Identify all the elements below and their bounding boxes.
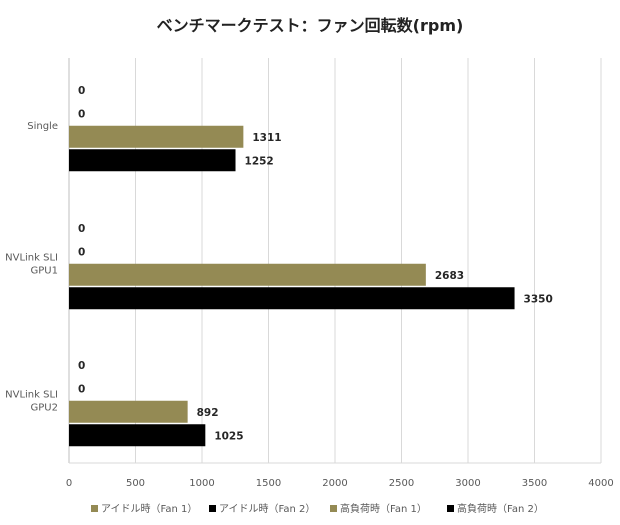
bar [69,400,188,423]
bar [69,149,236,172]
chart-title: ベンチマークテスト：ファン回転数(rpm) [156,16,464,35]
data-label: 1252 [245,155,274,167]
data-label: 2683 [435,270,464,282]
bar [69,424,206,447]
legend-swatch [330,505,337,512]
legend-label: 高負荷時（Fan 2） [457,502,544,515]
data-label: 1025 [214,430,243,442]
data-label: 0 [78,85,85,97]
x-tick-label: 2500 [389,478,414,489]
bar [69,263,426,286]
x-tick-label: 2000 [322,478,347,489]
legend-swatch [447,505,454,512]
legend-label: 高負荷時（Fan 1） [340,502,427,515]
category-label: NVLink SLI [5,390,58,401]
x-tick-label: 0 [66,478,72,489]
data-label: 0 [78,223,85,235]
x-tick-label: 1000 [189,478,214,489]
data-label: 1311 [252,132,281,144]
x-tick-label: 3500 [522,478,547,489]
category-label: Single [27,121,58,132]
bar [69,125,244,148]
data-label: 892 [197,407,219,419]
category-label: GPU2 [31,403,58,414]
legend-label: アイドル時（Fan 1） [101,503,197,515]
data-label: 0 [78,108,85,120]
legend-swatch [209,505,216,512]
category-label: GPU1 [31,266,58,277]
legend-swatch [91,505,98,512]
data-label: 0 [78,246,85,258]
data-label: 0 [78,360,85,372]
category-label: NVLink SLI [5,253,58,264]
data-label: 0 [78,383,85,395]
x-tick-label: 500 [126,478,145,489]
bar [69,287,515,310]
legend-label: アイドル時（Fan 2） [219,503,315,515]
x-tick-label: 4000 [588,478,613,489]
x-tick-label: 3000 [455,478,480,489]
data-label: 3350 [524,293,553,305]
x-tick-label: 1500 [256,478,281,489]
